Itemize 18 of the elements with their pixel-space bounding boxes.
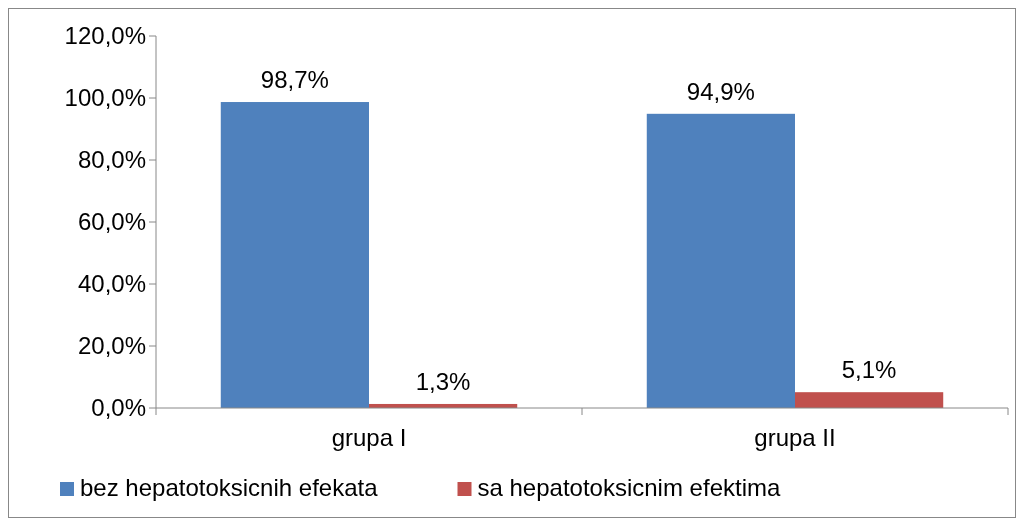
bar	[795, 392, 944, 408]
y-tick-label: 120,0%	[64, 22, 146, 50]
data-label: 1,3%	[415, 367, 471, 395]
legend-label: sa hepatotoksicnim efektima	[477, 474, 781, 501]
y-tick-label: 60,0%	[77, 208, 146, 236]
y-tick-label: 80,0%	[77, 146, 146, 174]
x-tick-label: grupa I	[331, 424, 407, 451]
y-tick-label: 40,0%	[77, 270, 146, 298]
legend-label: bez hepatotoksicnih efekata	[80, 474, 379, 501]
bar	[646, 113, 795, 408]
y-tick-label: 100,0%	[64, 84, 146, 112]
y-tick-label: 20,0%	[77, 332, 146, 360]
y-tick-label: 0,0%	[91, 394, 146, 422]
x-tick-label: grupa II	[754, 424, 836, 451]
data-label: 5,1%	[841, 356, 897, 384]
bar	[220, 102, 369, 408]
data-label: 94,9%	[686, 77, 755, 105]
data-label: 98,7%	[260, 66, 329, 94]
